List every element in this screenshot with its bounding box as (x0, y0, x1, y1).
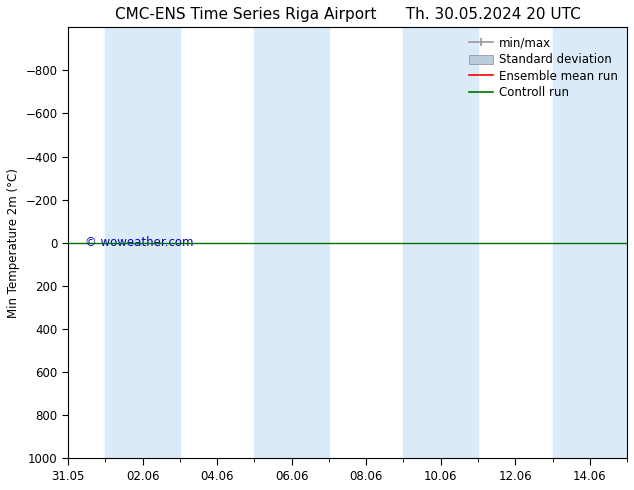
Y-axis label: Min Temperature 2m (°C): Min Temperature 2m (°C) (7, 168, 20, 318)
Bar (254, 27, 329, 458)
Bar (403, 27, 478, 458)
Bar (552, 27, 627, 458)
Bar (105, 27, 180, 458)
Title: CMC-ENS Time Series Riga Airport      Th. 30.05.2024 20 UTC: CMC-ENS Time Series Riga Airport Th. 30.… (115, 7, 580, 22)
Legend: min/max, Standard deviation, Ensemble mean run, Controll run: min/max, Standard deviation, Ensemble me… (465, 32, 623, 104)
Text: © woweather.com: © woweather.com (85, 236, 193, 249)
